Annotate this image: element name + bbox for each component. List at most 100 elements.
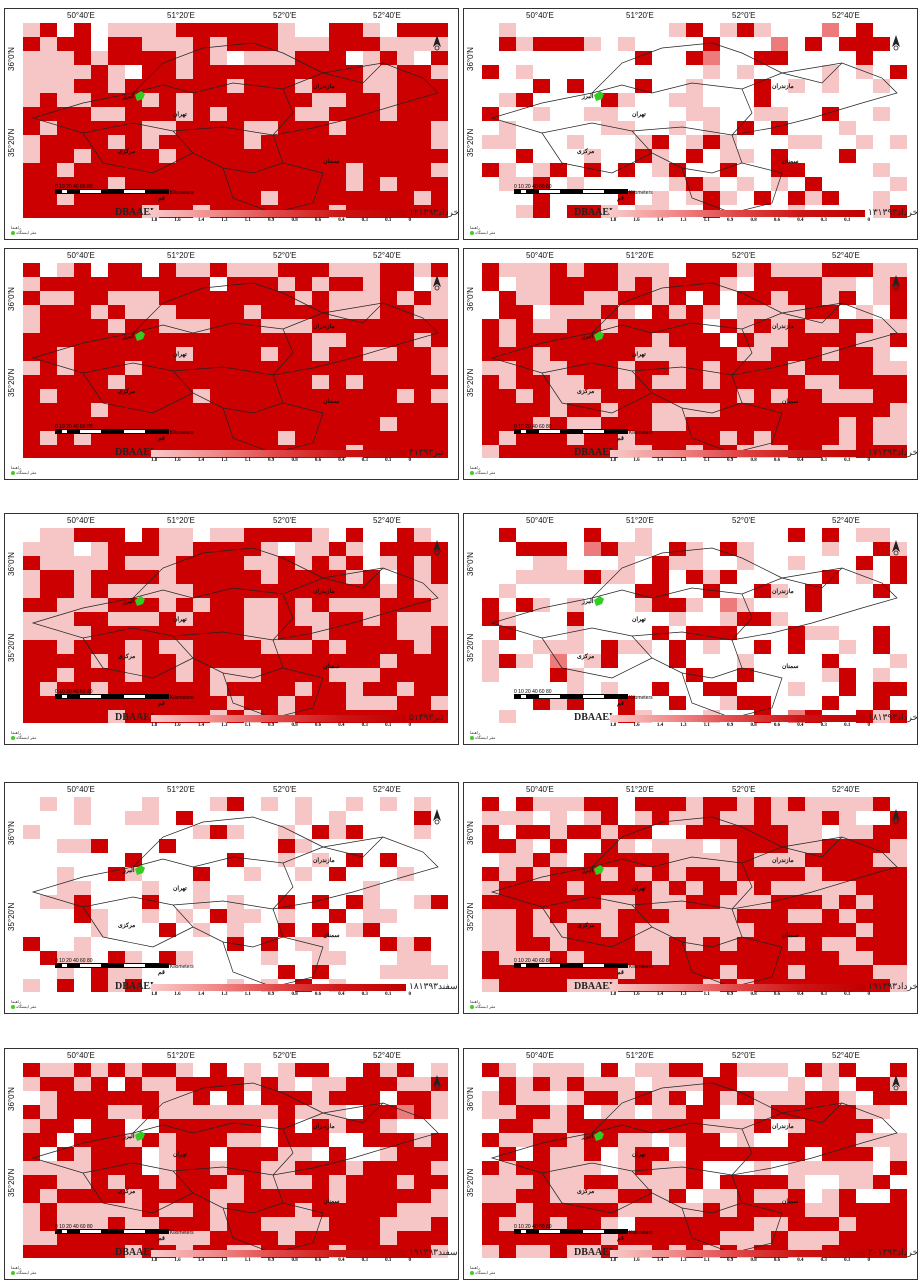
grid-cell xyxy=(754,696,771,710)
grid-cell xyxy=(329,291,346,305)
grid-cell xyxy=(805,895,822,909)
station-dot-icon xyxy=(470,231,474,235)
grid-cell xyxy=(499,291,516,305)
province-boundary xyxy=(82,637,194,679)
grid-cell xyxy=(380,668,397,682)
grid-cell xyxy=(108,668,125,682)
legend-tick: 1.3 xyxy=(221,992,228,997)
grid-cell xyxy=(567,640,584,654)
scale-segment xyxy=(604,189,628,194)
grid-cell xyxy=(346,1175,363,1189)
grid-cell xyxy=(210,347,227,361)
grid-cell xyxy=(380,319,397,333)
province-boundary xyxy=(82,372,194,414)
province-boundary xyxy=(541,906,653,948)
grid-cell xyxy=(873,445,890,458)
grid-cell xyxy=(550,347,567,361)
grid-cell xyxy=(159,177,176,191)
grid-cell xyxy=(737,333,754,347)
grid-cell xyxy=(771,277,788,291)
grid-cell xyxy=(414,263,431,277)
grid-cell xyxy=(227,570,244,584)
grid-cell xyxy=(142,668,159,682)
grid-cell xyxy=(329,263,346,277)
grid-cell xyxy=(74,612,91,626)
grid-cell xyxy=(771,867,788,881)
panel-date: ۱۹خرداد۱۳۹۳ xyxy=(868,981,918,991)
grid-cell xyxy=(108,403,125,417)
grid-cell xyxy=(91,1203,108,1217)
grid-cell xyxy=(23,654,40,668)
grid-cell xyxy=(822,1091,839,1105)
grid-cell xyxy=(397,191,414,205)
grid-cell xyxy=(635,149,652,163)
legend-ticks: 1.8 1.6 1.4 1.3 1.1 0.9 0.8 0.6 0.4 0.3 0.1 0 xyxy=(610,723,870,728)
grid-cell xyxy=(499,1245,516,1258)
grid-cell xyxy=(261,668,278,682)
grid-cell xyxy=(176,263,193,277)
legend-tick: 1.3 xyxy=(221,1258,228,1263)
grid-cell xyxy=(346,389,363,403)
grid-cell xyxy=(414,1105,431,1119)
grid-cell xyxy=(346,528,363,542)
grid-cell xyxy=(397,951,414,965)
grid-cell xyxy=(431,375,448,389)
grid-cell xyxy=(244,1063,261,1077)
grid-cell xyxy=(312,1063,329,1077)
legend-tick: 0.6 xyxy=(773,723,781,728)
grid-cell xyxy=(91,626,108,640)
legend-tick: 1.4 xyxy=(197,458,205,463)
grid-cell xyxy=(210,389,227,403)
legend-tick: 1.8 xyxy=(610,723,617,728)
grid-cell xyxy=(635,528,652,542)
grid-cell xyxy=(720,542,737,556)
grid-cell xyxy=(295,149,312,163)
grid-cell xyxy=(567,867,584,881)
legend-tick: 1.8 xyxy=(610,218,617,223)
province-label: مازندران xyxy=(772,1124,794,1130)
grid-cell xyxy=(278,263,295,277)
grid-cell xyxy=(227,1175,244,1189)
grid-cell xyxy=(873,319,890,333)
grid-cell xyxy=(397,937,414,951)
grid-cell xyxy=(720,23,737,37)
grid-cell xyxy=(873,107,890,121)
grid-cell xyxy=(295,570,312,584)
grid-cell xyxy=(652,135,669,149)
grid-cell xyxy=(584,361,601,375)
longitude-label: 52°0'E xyxy=(273,1051,297,1060)
grid-cell xyxy=(244,1077,261,1091)
grid-cell xyxy=(74,598,91,612)
grid-cell xyxy=(295,626,312,640)
grid-cell xyxy=(261,542,278,556)
grid-cell xyxy=(380,163,397,177)
grid-cell xyxy=(91,612,108,626)
grid-cell xyxy=(346,682,363,696)
grid-cell xyxy=(482,839,499,853)
grid-cell xyxy=(227,37,244,51)
grid-cell xyxy=(363,177,380,191)
grid-cell xyxy=(397,1189,414,1203)
grid-cell xyxy=(584,895,601,909)
grid-cell xyxy=(669,612,686,626)
grid-cell xyxy=(278,347,295,361)
grid-cell xyxy=(363,1077,380,1091)
longitude-label: 50°40'E xyxy=(526,516,554,525)
grid-cell xyxy=(193,65,210,79)
legend-tick: 1.8 xyxy=(151,992,158,997)
grid-cell xyxy=(312,431,329,445)
grid-cell xyxy=(40,612,57,626)
grid-cell xyxy=(227,417,244,431)
grid-cell xyxy=(737,867,754,881)
grid-cell xyxy=(329,319,346,333)
grid-cell xyxy=(686,305,703,319)
grid-cell xyxy=(142,277,159,291)
legend-tick: 1.6 xyxy=(633,218,640,223)
grid-cell xyxy=(533,1063,550,1077)
grid-cell xyxy=(720,1231,737,1245)
legend-tick: 1.1 xyxy=(703,218,710,223)
grid-cell xyxy=(856,895,873,909)
grid-cell xyxy=(227,528,244,542)
grid-cell xyxy=(771,163,788,177)
grid-cell xyxy=(737,1063,754,1077)
